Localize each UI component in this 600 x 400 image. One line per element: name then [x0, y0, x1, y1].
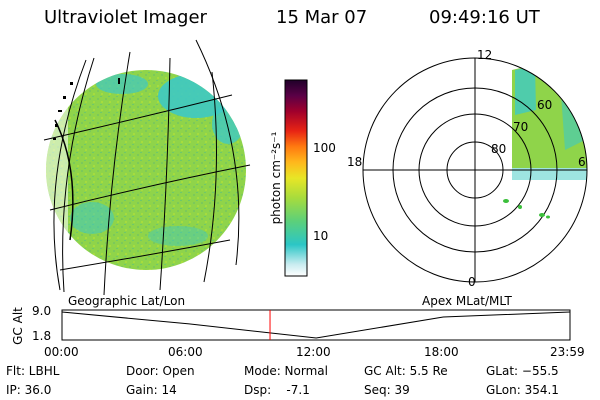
seq-info: Seq: 39	[364, 383, 410, 397]
mlat-label-80: 80	[491, 142, 507, 156]
timeline-ybottom: 1.8	[32, 329, 52, 343]
mlt-label-0: 0	[468, 275, 476, 289]
timeline-xtick-1: 06:00	[168, 345, 203, 359]
altitude-timeline	[61, 309, 571, 341]
mode-info: Mode: Normal	[244, 364, 328, 378]
ip-info: IP: 36.0	[6, 383, 52, 397]
left-panel-label: Geographic Lat/Lon	[68, 294, 186, 308]
timeline-xtick-4: 23:59	[550, 345, 585, 359]
right-panel-label: Apex MLat/MLT	[422, 294, 512, 308]
glat-info: GLat: −55.5	[486, 364, 559, 378]
image-time: 09:49:16 UT	[429, 7, 540, 28]
timeline-xtick-0: 00:00	[44, 345, 79, 359]
uv-image-panel	[43, 39, 251, 296]
image-date: 15 Mar 07	[276, 7, 368, 28]
altitude-series-line	[61, 311, 571, 339]
mlat-label-70: 70	[513, 120, 529, 134]
colorbar-tick-100: 100	[313, 141, 336, 155]
colorbar	[284, 79, 308, 277]
timeline-ytop: 9.0	[32, 304, 52, 318]
mlt-label-18: 18	[347, 155, 363, 169]
instrument-title: Ultraviolet Imager	[44, 7, 207, 28]
dsp-info: Dsp: -7.1	[244, 383, 310, 397]
mlat-label-60: 60	[537, 98, 553, 112]
filter-info: Flt: LBHL	[6, 364, 60, 378]
colorbar-label: photon cm⁻²s⁻¹	[269, 131, 283, 225]
timeline-xtick-3: 18:00	[424, 345, 459, 359]
colorbar-tick-10: 10	[313, 229, 329, 243]
door-info: Door: Open	[126, 364, 195, 378]
mlt-label-12: 12	[477, 48, 493, 62]
gain-info: Gain: 14	[126, 383, 177, 397]
timeline-xtick-2: 12:00	[296, 345, 331, 359]
glon-info: GLon: 354.1	[486, 383, 559, 397]
polar-plot	[362, 57, 588, 283]
mlt-label-6: 6	[578, 155, 586, 169]
gc-alt-info: GC Alt: 5.5 Re	[364, 364, 448, 378]
timeline-ylabel: GC Alt	[11, 307, 25, 345]
